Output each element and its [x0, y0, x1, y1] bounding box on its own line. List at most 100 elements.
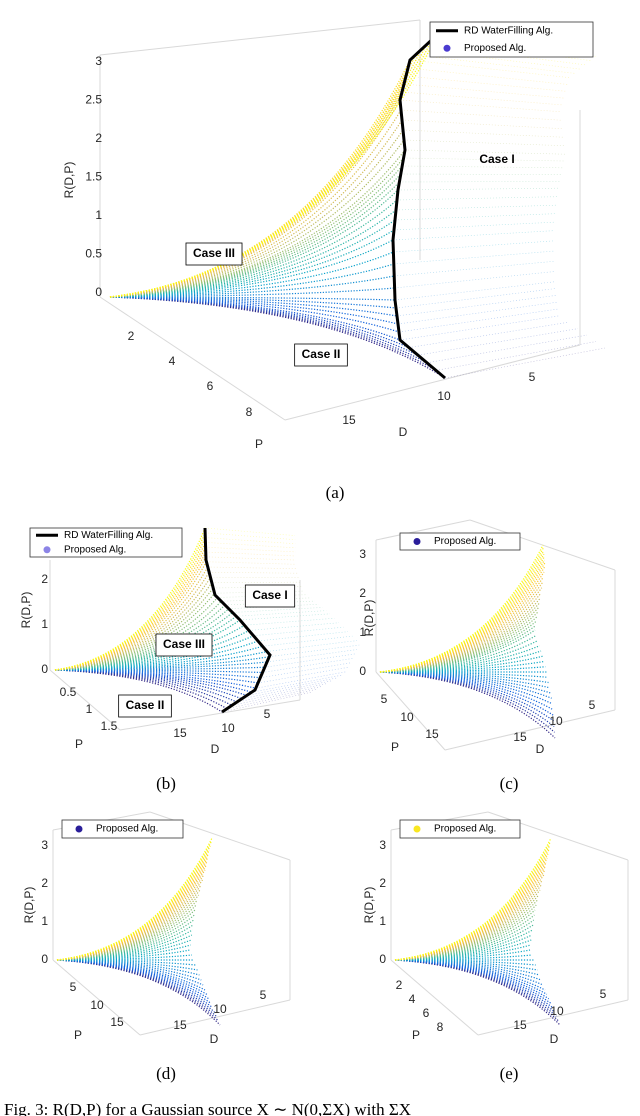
surface-curve [109, 149, 406, 298]
z-tick-label: 3 [359, 547, 366, 561]
surface-curve [109, 189, 399, 298]
case-annotation: Case II [302, 347, 341, 361]
subplot: 0 1 2 0.5 1 1.5 15 10 5 R(D,P) P D RD WaterFilling A… [19, 527, 360, 793]
surface-face [205, 542, 296, 549]
surface-face [241, 680, 332, 700]
d-tick-label: 15 [513, 730, 527, 744]
d-tick-label: 15 [342, 413, 356, 427]
legend-box [399, 819, 521, 839]
surface-curve [54, 629, 250, 671]
legend-box [29, 527, 183, 558]
surface-face [444, 347, 606, 379]
surface-curve [394, 884, 542, 961]
surface-curve [379, 602, 540, 673]
axis-box-line [284, 344, 581, 421]
p-axis-label: P [412, 1028, 420, 1042]
surface-curve [379, 597, 541, 673]
surface-face [399, 181, 560, 183]
z-tick-label: 2 [41, 572, 48, 586]
d-axis-label: D [399, 425, 408, 439]
surface-curve [109, 296, 400, 333]
surface-curve [394, 939, 532, 961]
axis-box-line [444, 709, 616, 751]
subfigure-label: (d) [156, 1064, 176, 1083]
surface-curve [394, 959, 548, 995]
surface-face [206, 561, 297, 565]
legend-dot [413, 538, 421, 545]
surface-face [393, 250, 554, 265]
surface-face [236, 683, 327, 703]
surface-curve [56, 924, 194, 961]
surface-curve [109, 296, 437, 371]
surface-curve [109, 119, 403, 298]
surface-curve [109, 99, 401, 298]
d-tick-label: 5 [264, 707, 271, 721]
surface-curve [56, 959, 206, 991]
surface-curve [394, 841, 551, 961]
surface-face [251, 674, 342, 693]
d-tick-label: 5 [600, 987, 607, 1001]
surface-face [260, 662, 351, 679]
surface-face [401, 91, 563, 106]
surface-face [205, 556, 296, 561]
surface-face [393, 240, 554, 253]
z-axis-label: R(D,P) [62, 162, 76, 199]
surface-curve [109, 296, 398, 317]
surface-face [435, 341, 597, 371]
surface-face [248, 622, 340, 631]
surface-curve [379, 544, 544, 673]
d-axis-label: D [550, 1032, 559, 1046]
surface-face [395, 288, 557, 309]
surface-face [402, 165, 563, 169]
p-tick-label: 4 [169, 354, 176, 368]
z-tick-label: 1 [379, 914, 386, 928]
d-tick-label: 15 [173, 726, 187, 740]
surface-curve [394, 959, 540, 976]
surface-face [394, 261, 555, 277]
subplot: 0 0.5 1 1.5 2 2.5 3 2 4 6 8 15 10 5 R(D,P) P D RD WaterFi… [62, 19, 606, 502]
d-tick-label: 5 [529, 370, 536, 384]
surface-face [239, 613, 331, 621]
axis-box-line [375, 519, 471, 541]
d-tick-label: 15 [513, 1018, 527, 1032]
p-tick-label: 2 [396, 978, 403, 992]
surface-curve [379, 671, 553, 705]
z-tick-label: 1 [95, 208, 102, 222]
surface-curve [56, 959, 210, 1000]
surface-curve [56, 959, 219, 1022]
surface-face [266, 649, 358, 663]
surface-curve [56, 959, 217, 1017]
surface-curve [379, 587, 543, 673]
surface-curve [54, 537, 206, 671]
surface-face [394, 213, 556, 221]
case-annotation: Case I [479, 152, 514, 166]
subplot: 0 1 2 3 5 10 15 15 10 5 R(D,P) P D Proposed Alg. (c) [359, 519, 616, 793]
surface-curve [56, 889, 201, 961]
case-annotation: Case III [193, 246, 235, 260]
p-tick-label: 0.5 [60, 685, 77, 699]
surface-curve [379, 666, 546, 673]
p-tick-label: 15 [425, 727, 439, 741]
surface-curve [379, 616, 538, 673]
figure-caption: Fig. 3: R(D,P) for a Gaussian source X ∼… [4, 1100, 411, 1116]
surface-face [221, 691, 313, 713]
d-tick-label: 10 [437, 389, 451, 403]
p-tick-label: 10 [400, 710, 414, 724]
surface-face [399, 99, 561, 112]
surface-curve [54, 650, 268, 671]
surface-face [393, 221, 555, 231]
z-tick-label: 0 [379, 952, 386, 966]
legend-dot [413, 825, 421, 833]
surface-curve [379, 655, 543, 673]
surface-curve [56, 949, 191, 961]
surface-curve [109, 229, 395, 298]
surface-curve [56, 959, 208, 995]
surface-face [417, 328, 579, 356]
legend-entry: Proposed Alg. [434, 536, 496, 547]
surface-curve [54, 542, 206, 671]
surface-curve [56, 959, 211, 1004]
p-tick-label: 10 [90, 998, 104, 1012]
surface-face [426, 334, 588, 364]
surface-face [211, 581, 302, 584]
surface-face [205, 551, 296, 557]
